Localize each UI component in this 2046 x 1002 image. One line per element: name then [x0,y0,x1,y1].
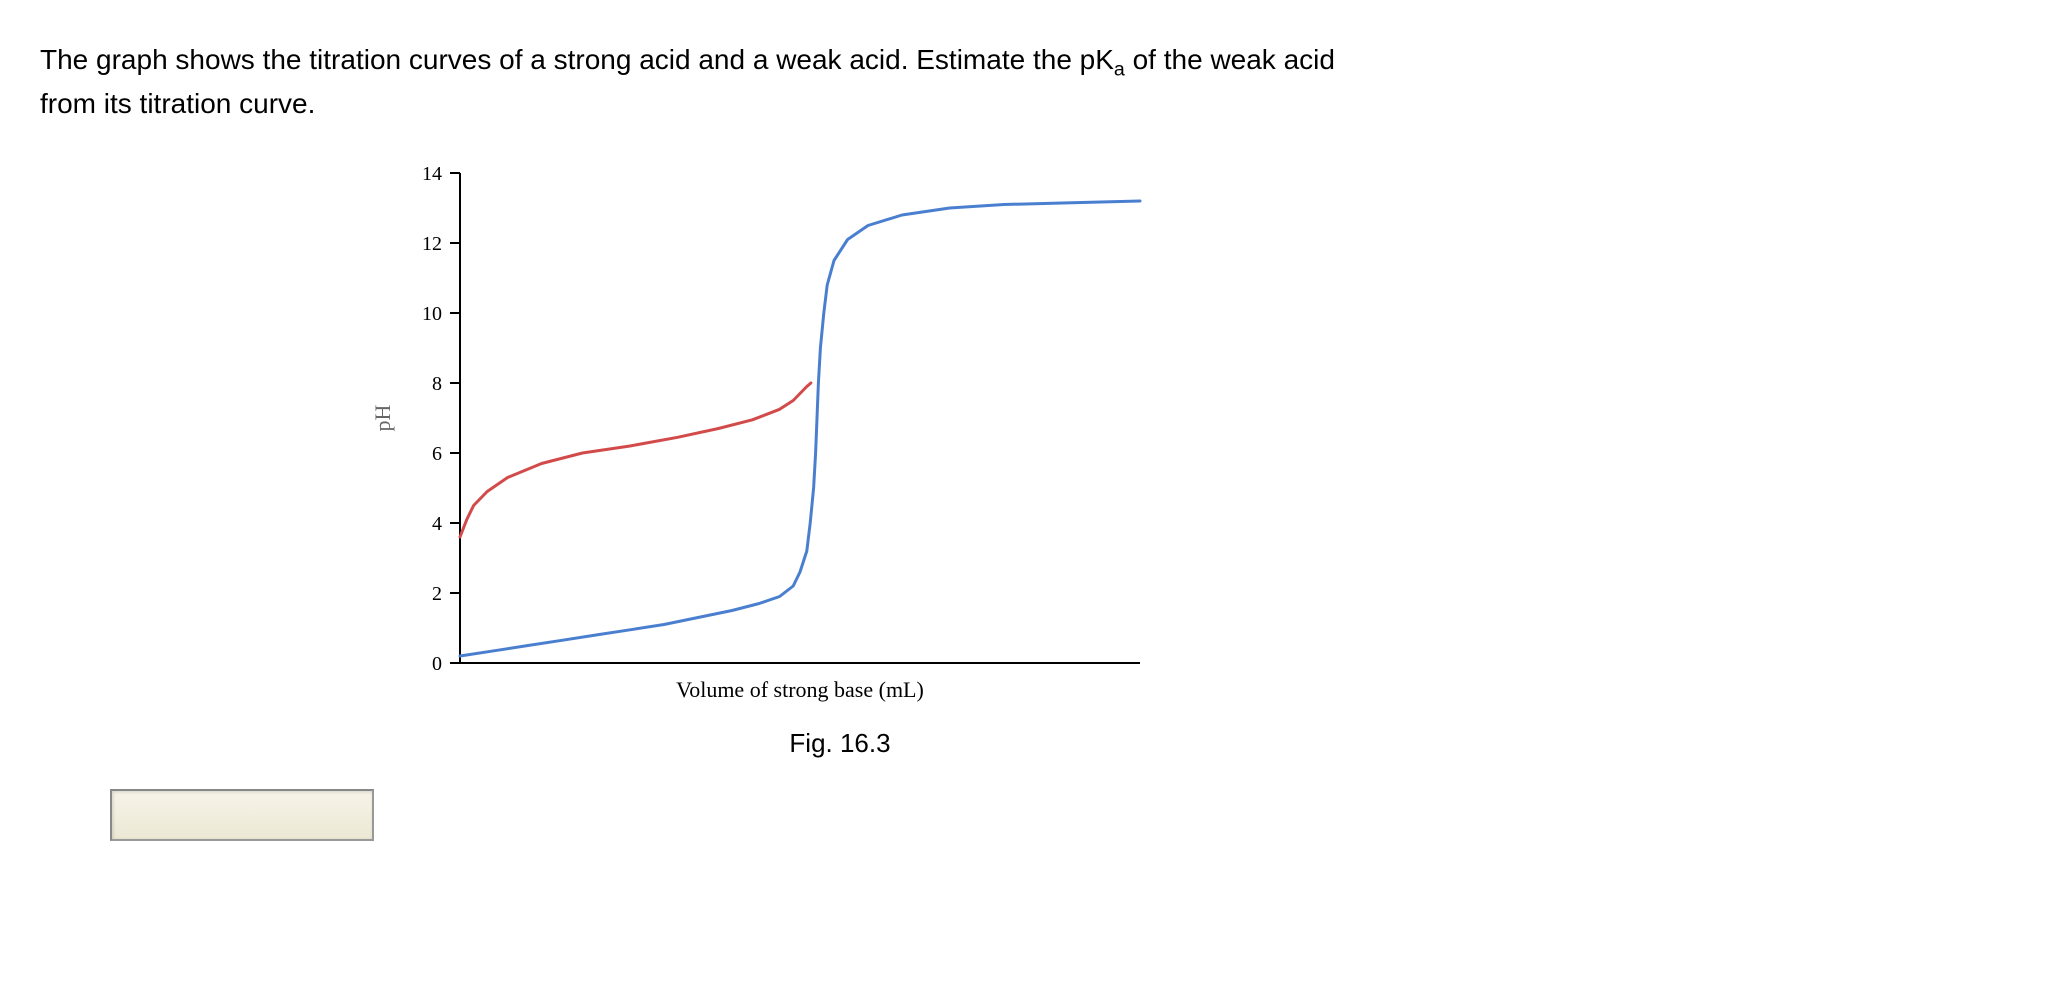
svg-text:10: 10 [422,303,442,325]
weak-acid-curve [460,383,811,537]
question-line1-prefix: The graph shows the titration curves of … [40,44,1114,75]
strong-acid-curve [460,201,1140,656]
question-line2: from its titration curve. [40,88,315,119]
question-text: The graph shows the titration curves of … [40,40,1640,123]
svg-text:8: 8 [432,373,442,395]
svg-text:0: 0 [432,653,442,675]
svg-text:4: 4 [432,513,442,535]
answer-input[interactable] [110,789,374,841]
pka-subscript: a [1114,59,1125,81]
figure-caption: Fig. 16.3 [440,728,1240,759]
question-line1-suffix: of the weak acid [1125,44,1335,75]
svg-text:2: 2 [432,583,442,605]
svg-text:12: 12 [422,233,442,255]
svg-text:Volume of strong base (mL): Volume of strong base (mL) [676,677,924,702]
svg-text:14: 14 [422,163,442,185]
titration-chart: 02468101214pHVolume of strong base (mL) … [340,143,1240,759]
svg-text:6: 6 [432,443,442,465]
chart-svg: 0 2 4 6 8 10 12 14 pH Volume of strong base (mL) [340,143,1160,703]
svg-text:pH: pH [370,405,395,432]
